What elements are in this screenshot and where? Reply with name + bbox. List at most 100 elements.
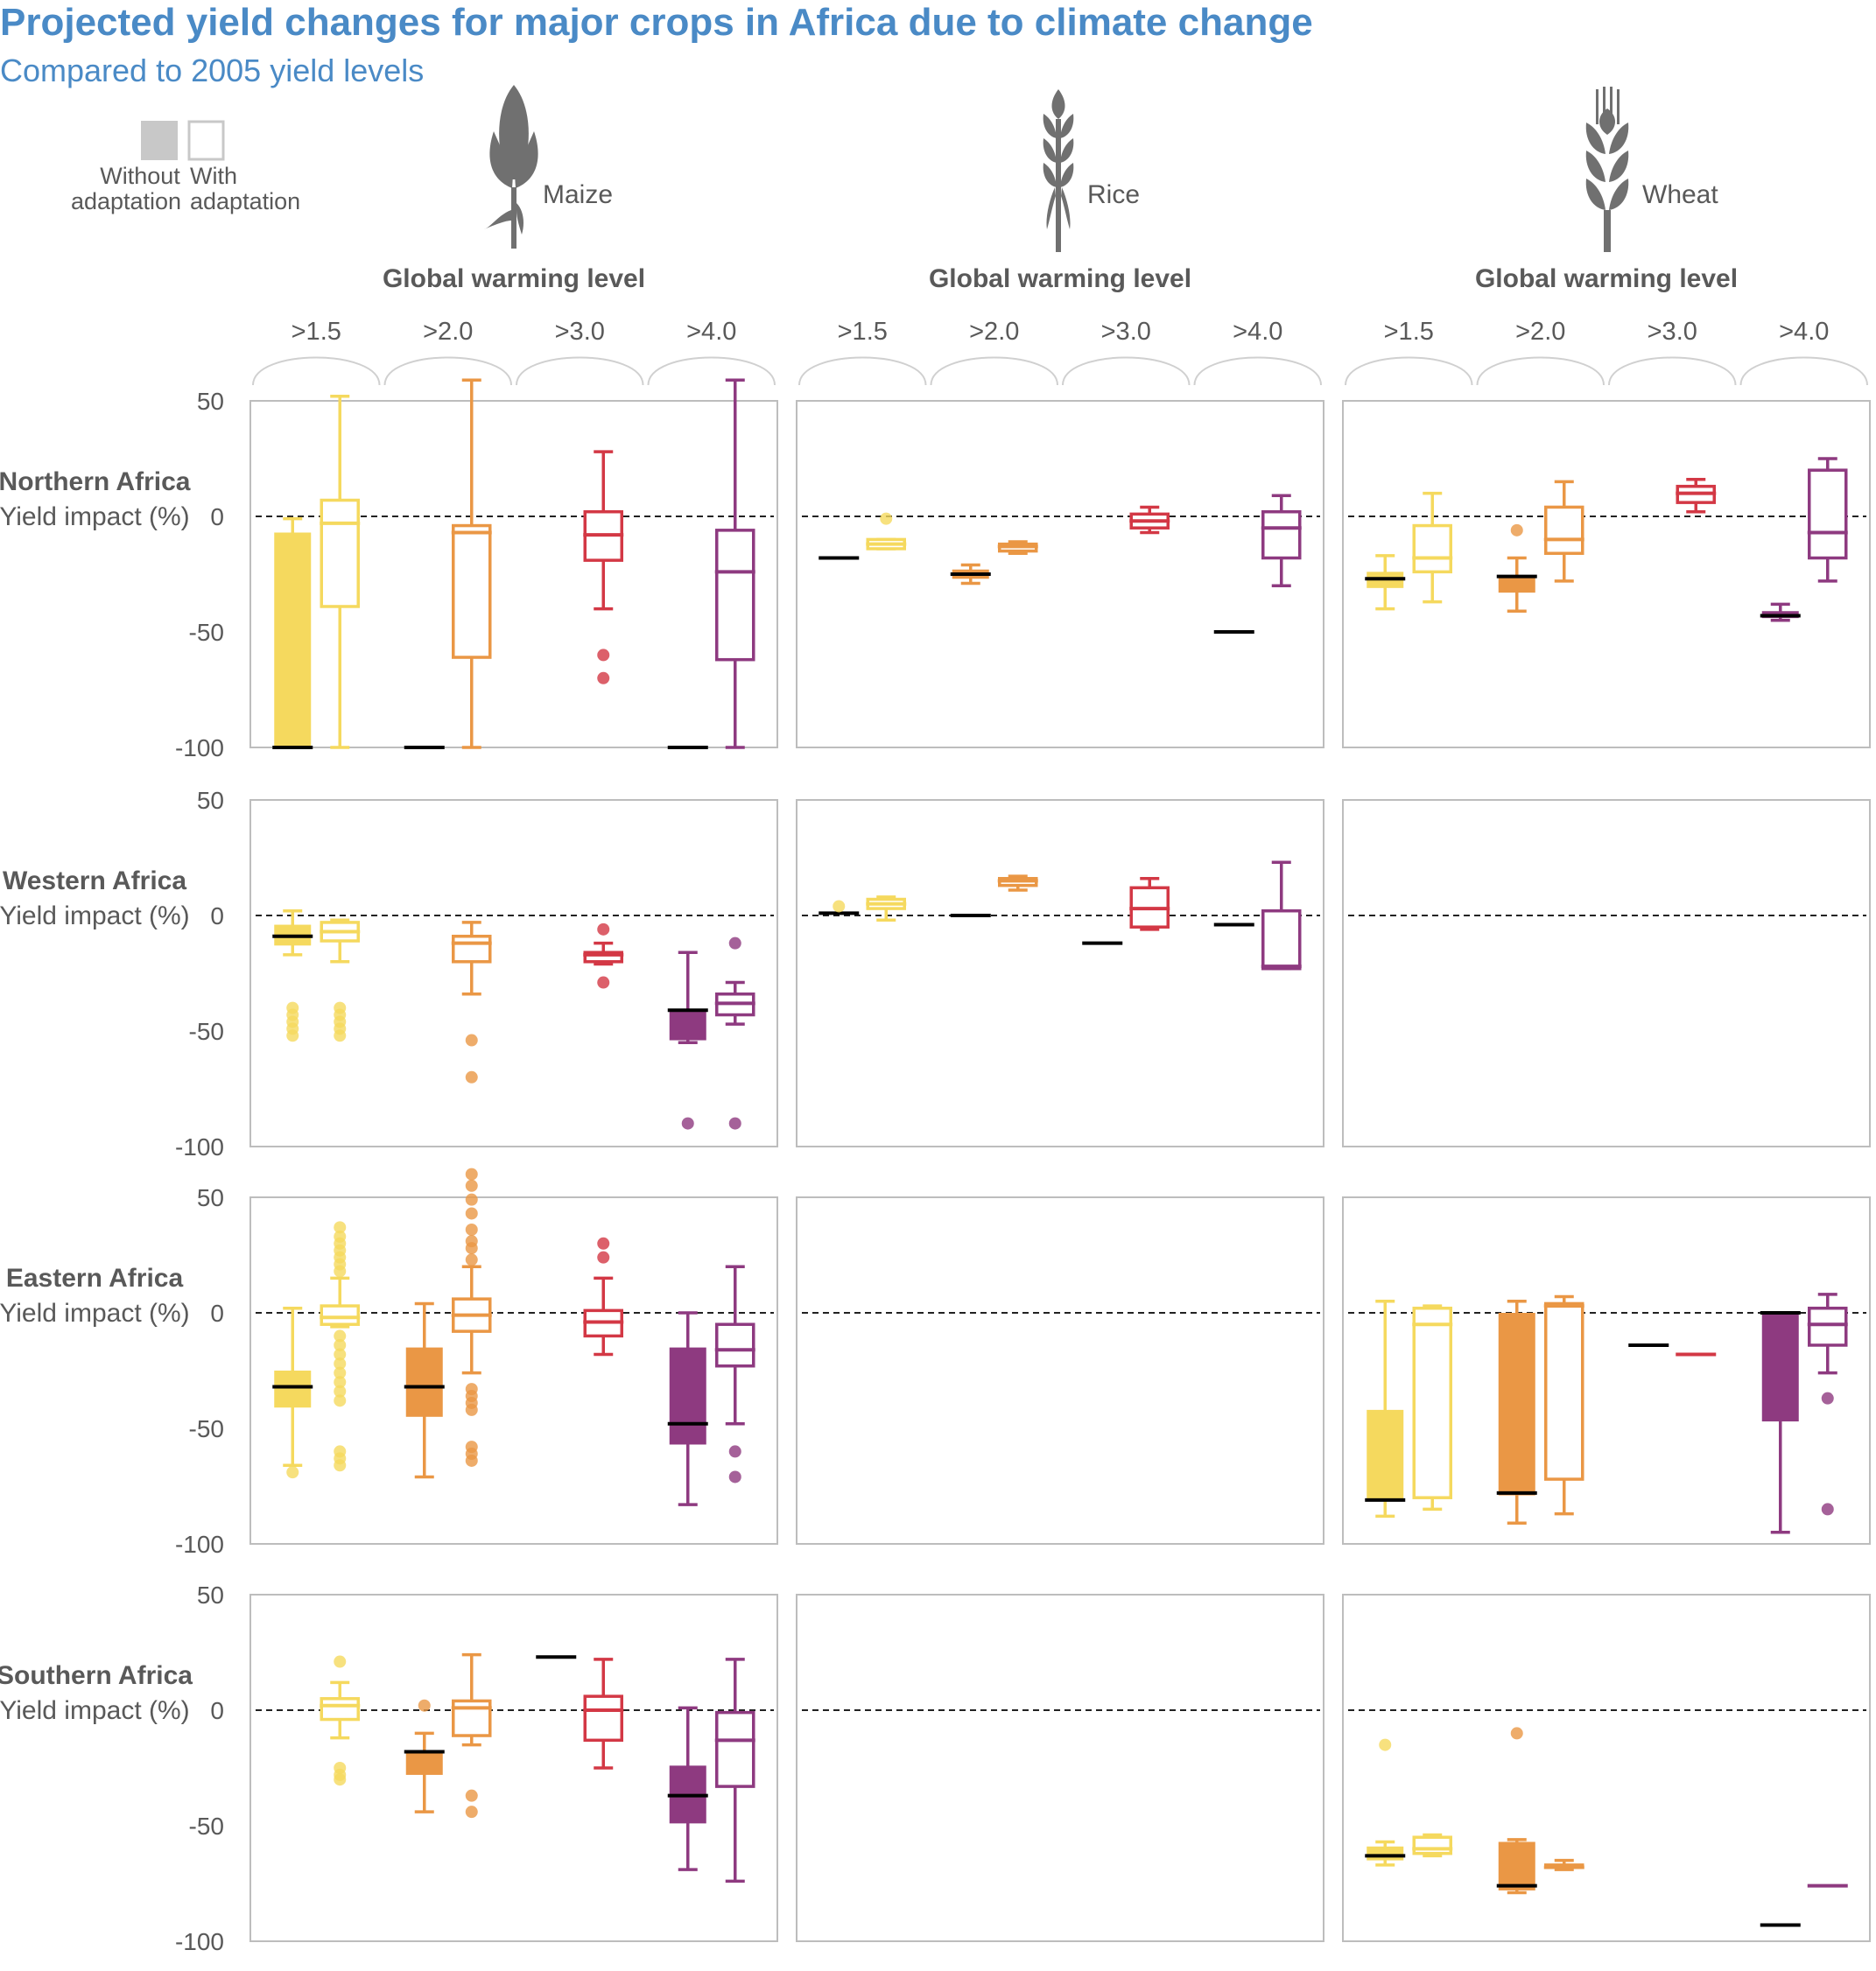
box-without-adaptation xyxy=(404,1301,445,1479)
outlier-point xyxy=(1510,523,1523,537)
box-iqr xyxy=(715,529,755,662)
box-with-adaptation xyxy=(1412,1833,1453,1858)
panel-frame xyxy=(249,799,778,1147)
group-tick-label: >2.0 xyxy=(423,318,473,346)
outlier-point xyxy=(334,1366,347,1379)
y-tick-label: -50 xyxy=(189,1813,224,1840)
box-with-adaptation xyxy=(451,1652,492,1819)
box-without-adaptation xyxy=(667,1706,708,1871)
group-tick-label: >2.0 xyxy=(969,318,1019,346)
legend-without-label-2: adaptation xyxy=(71,188,181,214)
box-with-adaptation xyxy=(583,450,624,684)
outlier-point xyxy=(286,1029,299,1042)
panel-maize xyxy=(249,799,778,1147)
box-with-adaptation xyxy=(583,1658,624,1770)
box-with-adaptation xyxy=(451,921,492,1084)
chart-title: Projected yield changes for major crops … xyxy=(0,1,1313,44)
box-with-adaptation xyxy=(1412,491,1453,604)
y-axis-label: Yield impact (%) xyxy=(0,901,190,930)
box-iqr xyxy=(1498,1313,1535,1496)
group-tick-label: >4.0 xyxy=(1233,318,1282,346)
box-iqr xyxy=(583,1694,623,1743)
box-without-adaptation xyxy=(819,900,860,915)
outlier-point xyxy=(465,1403,478,1416)
box-with-adaptation xyxy=(1807,457,1848,583)
box-with-adaptation xyxy=(320,918,361,1042)
box-with-adaptation xyxy=(1129,877,1170,931)
box-with-adaptation xyxy=(714,1265,755,1484)
group-tick-label: >2.0 xyxy=(1515,318,1565,346)
y-tick-label: -50 xyxy=(189,1018,224,1045)
box-iqr xyxy=(1498,576,1535,593)
region-label: Northern Africa xyxy=(0,467,191,496)
box-without-adaptation xyxy=(1496,1727,1537,1895)
box-without-adaptation xyxy=(1496,523,1537,613)
outlier-point xyxy=(681,1117,694,1130)
region-label: Eastern Africa xyxy=(6,1264,184,1293)
outlier-point xyxy=(334,1329,347,1343)
panel-rice xyxy=(796,1594,1324,1942)
legend: Without adaptation With adaptation xyxy=(71,120,300,214)
box-without-adaptation xyxy=(1760,602,1801,622)
group-bracket xyxy=(1608,356,1737,386)
outlier-point xyxy=(334,1385,347,1398)
y-tick-label: 50 xyxy=(197,787,224,814)
y-tick-label: -100 xyxy=(175,734,224,761)
legend-without-label-1: Without xyxy=(100,163,180,189)
box-iqr xyxy=(715,1322,755,1368)
outlier-point xyxy=(334,1230,347,1243)
outlier-point xyxy=(728,1445,741,1458)
box-iqr xyxy=(1761,1313,1799,1422)
crop-label-maize: Maize xyxy=(543,180,613,209)
box-iqr xyxy=(274,1371,312,1408)
box-iqr xyxy=(1544,505,1584,555)
outlier-point xyxy=(334,1357,347,1371)
box-without-adaptation xyxy=(1760,1311,1801,1534)
box-with-adaptation xyxy=(1543,1294,1584,1516)
y-tick-label: -100 xyxy=(175,1531,224,1558)
box-with-adaptation xyxy=(714,936,755,1130)
box-with-adaptation xyxy=(997,540,1038,555)
outlier-point xyxy=(334,1338,347,1351)
group-title-maize: Global warming level xyxy=(383,264,645,293)
panel-maize xyxy=(249,1594,778,1942)
outlier-point xyxy=(334,1221,347,1234)
wheat-icon xyxy=(1585,87,1629,252)
outlier-point xyxy=(465,1193,478,1206)
panel-frame xyxy=(796,400,1324,748)
outlier-point xyxy=(1821,1392,1834,1405)
outlier-point xyxy=(465,1207,478,1220)
box-without-adaptation xyxy=(272,908,313,1042)
group-bracket xyxy=(647,356,776,386)
box-with-adaptation xyxy=(320,1221,361,1472)
outlier-point xyxy=(465,1070,478,1084)
box-iqr xyxy=(1808,1306,1848,1347)
box-with-adaptation xyxy=(866,895,907,922)
panel-wheat xyxy=(1342,799,1871,1147)
group-tick-label: >1.5 xyxy=(1384,318,1434,346)
panel-frame xyxy=(796,1196,1324,1545)
panel-wheat xyxy=(1342,1594,1871,1942)
y-tick-label: -50 xyxy=(189,1415,224,1442)
outlier-point xyxy=(597,1237,610,1250)
outlier-point xyxy=(597,922,610,936)
panel-rice xyxy=(796,1196,1324,1545)
box-with-adaptation xyxy=(583,1237,624,1357)
chart-subtitle: Compared to 2005 yield levels xyxy=(0,53,424,88)
box-with-adaptation xyxy=(583,922,624,989)
outlier-point xyxy=(728,1470,741,1484)
y-axis-label: Yield impact (%) xyxy=(0,502,190,531)
box-iqr xyxy=(1412,1835,1452,1855)
outlier-point xyxy=(334,1376,347,1389)
box-iqr xyxy=(1261,509,1302,560)
y-axis-label: Yield impact (%) xyxy=(0,1299,190,1328)
panel-rice xyxy=(796,400,1324,748)
outlier-point xyxy=(334,1348,347,1361)
outlier-point xyxy=(1821,1503,1834,1516)
box-iqr xyxy=(583,950,623,964)
group-bracket xyxy=(1739,356,1868,386)
outlier-point xyxy=(465,1034,478,1047)
box-without-adaptation xyxy=(404,1699,445,1813)
panel-maize xyxy=(249,378,778,749)
